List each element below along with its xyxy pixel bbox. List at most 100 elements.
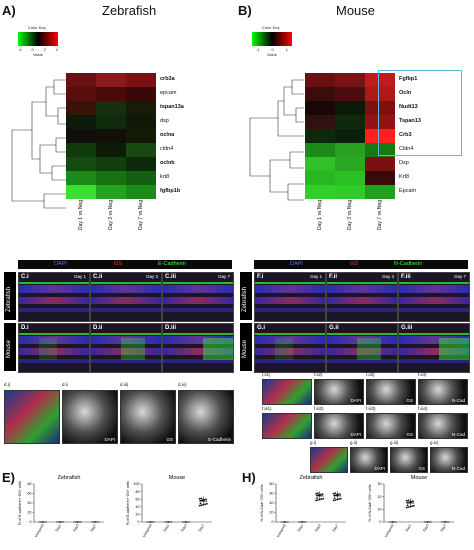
heatmap-col-label: Day 7 vs Neg (138, 199, 144, 230)
data-point (322, 497, 325, 500)
color-key-label: Value (33, 52, 43, 57)
data-point (201, 499, 204, 502)
heatmap-cell (335, 185, 365, 199)
heatmap-row-label: Cldn4 (399, 146, 414, 152)
tissue-band (163, 285, 233, 293)
heatmap-zebrafish: crb3a epcam tspan13a dsp oclna cldn4 oclnb krt8… (66, 72, 206, 230)
zoom-channel: DAPI (104, 437, 115, 442)
heatmap-cell (305, 115, 335, 129)
heatmap-cell (126, 185, 156, 199)
side-box (4, 323, 16, 371)
heatmap-cell (96, 101, 126, 115)
data-point (199, 502, 202, 505)
zoom-id: g.iv) (430, 440, 439, 445)
heatmap-cell (365, 101, 395, 115)
micrograph-grid-cd: DAPI GS E-Cadherin Zebrafish Mouse C.i Day 1 C.… (4, 260, 234, 374)
zoom-image: GS (120, 390, 176, 444)
side-box (240, 272, 252, 320)
stain-band (255, 282, 325, 284)
zoom-channel: DAPI (374, 466, 385, 471)
data-point (410, 500, 413, 503)
y-tick-label: 20 (378, 495, 382, 499)
zoom-channel: DAPI (350, 432, 361, 437)
panel-title-zebrafish: Zebrafish (102, 3, 157, 18)
data-point (333, 497, 336, 500)
stain-band (91, 282, 161, 284)
heatmap-row-label: Dsp (399, 160, 409, 166)
heatmap-row-label: epcam (160, 90, 177, 96)
zoom-id: f.ii1) (262, 372, 271, 377)
y-tick-label: 40 (270, 501, 274, 505)
panel-title-mouse: Mouse (336, 3, 376, 18)
data-point (59, 521, 62, 523)
y-tick-label: 30 (378, 482, 382, 486)
tick: -1 (256, 47, 260, 52)
stain-band (275, 338, 293, 360)
heatmap-row-label: crb3a (160, 76, 175, 82)
panel-day: Day 1 (74, 274, 86, 279)
panel-day: Day 3 (382, 274, 394, 279)
tissue-band (327, 297, 397, 304)
y-axis-label: % of E-cadherin+ GS+ cells (18, 481, 22, 525)
panel-letter-h: H) (242, 470, 256, 485)
heatmap-cell (96, 73, 126, 87)
tissue-band (255, 359, 325, 363)
heatmap-row-label: Fgfbp1 (399, 76, 418, 82)
side-box (240, 323, 252, 371)
panel-id: F.i (257, 274, 264, 280)
data-point (149, 521, 152, 523)
data-point (315, 499, 318, 502)
heatmap-cell (66, 171, 96, 185)
data-point (283, 521, 286, 523)
data-point (301, 521, 304, 523)
tick: 0 (271, 47, 274, 52)
heatmap-cell (365, 87, 395, 101)
zoom-channel: GS (406, 398, 413, 403)
tissue-band (399, 285, 469, 293)
data-point (405, 499, 408, 502)
data-point (41, 521, 44, 523)
heatmap-cell (126, 171, 156, 185)
data-point (205, 498, 207, 501)
data-point (411, 505, 413, 508)
y-tick-label: 20 (270, 511, 274, 515)
heatmap-row-label: krt8 (160, 174, 170, 180)
color-key-title: Color Key (28, 25, 46, 30)
heatmap-cell (335, 157, 365, 171)
highlight-box (378, 70, 462, 156)
data-point (205, 502, 208, 505)
zoom-image: GS (366, 413, 416, 439)
tissue-band (163, 308, 233, 312)
heatmap-cell (305, 73, 335, 87)
zoom-channel: N-Cad (451, 466, 465, 471)
panel-id: C.ii (93, 274, 103, 280)
zoom-id: f.iii2) (314, 406, 324, 411)
panel-letter-a: A) (2, 3, 16, 18)
micrograph-panel: C.ii Day 3 (90, 272, 162, 322)
heatmap-cell (66, 185, 96, 199)
data-point (406, 504, 409, 507)
y-axis-label: % of E-cadherin+ GS+ cells (126, 481, 130, 525)
stain-band (121, 338, 145, 360)
tick: 4 (55, 47, 58, 52)
micrograph-grid-fg: DAPI GS N-Cadherin Zebrafish Mouse F.i Day 1 F.… (240, 260, 470, 374)
heatmap-cell (126, 115, 156, 129)
data-point (198, 504, 201, 507)
zoom-image: DAPI (350, 447, 388, 473)
heatmap-cell (96, 171, 126, 185)
heatmap-cell (126, 87, 156, 101)
heatmap-cell (126, 101, 156, 115)
data-point (203, 498, 206, 501)
x-tick-label: Day1 (297, 523, 304, 532)
heatmap-cell (66, 101, 96, 115)
heatmap-cell (96, 115, 126, 129)
legend-stain: N-Cadherin (394, 261, 423, 267)
data-point (334, 492, 337, 495)
data-point (315, 492, 318, 495)
stain-band (19, 333, 89, 335)
panel-day: Day 3 (146, 274, 158, 279)
tissue-band (327, 359, 397, 363)
micrograph-panel: F.i Day 1 (254, 272, 326, 322)
heatmap-cell (66, 129, 96, 143)
micrograph-panel: G.i (254, 323, 326, 373)
